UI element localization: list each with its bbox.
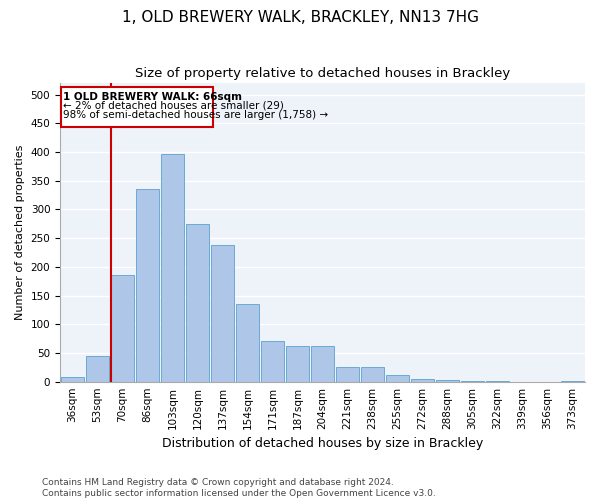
FancyBboxPatch shape xyxy=(61,87,212,128)
Text: Contains HM Land Registry data © Crown copyright and database right 2024.
Contai: Contains HM Land Registry data © Crown c… xyxy=(42,478,436,498)
Bar xyxy=(111,276,134,382)
X-axis label: Distribution of detached houses by size in Brackley: Distribution of detached houses by size … xyxy=(162,437,483,450)
Bar xyxy=(311,346,334,382)
Bar xyxy=(186,224,209,382)
Bar xyxy=(86,356,109,382)
Bar xyxy=(361,368,384,382)
Bar xyxy=(61,377,84,382)
Bar xyxy=(461,381,484,382)
Bar xyxy=(161,154,184,382)
Bar xyxy=(211,245,234,382)
Text: 1, OLD BREWERY WALK, BRACKLEY, NN13 7HG: 1, OLD BREWERY WALK, BRACKLEY, NN13 7HG xyxy=(121,10,479,25)
Bar xyxy=(436,380,459,382)
Text: ← 2% of detached houses are smaller (29): ← 2% of detached houses are smaller (29) xyxy=(63,101,284,111)
Bar xyxy=(386,375,409,382)
Bar xyxy=(286,346,309,382)
Text: 98% of semi-detached houses are larger (1,758) →: 98% of semi-detached houses are larger (… xyxy=(63,110,328,120)
Text: 1 OLD BREWERY WALK: 66sqm: 1 OLD BREWERY WALK: 66sqm xyxy=(63,92,242,102)
Bar xyxy=(336,368,359,382)
Bar xyxy=(136,190,159,382)
Bar xyxy=(486,381,509,382)
Bar xyxy=(411,379,434,382)
Bar xyxy=(561,380,584,382)
Y-axis label: Number of detached properties: Number of detached properties xyxy=(15,144,25,320)
Bar xyxy=(236,304,259,382)
Title: Size of property relative to detached houses in Brackley: Size of property relative to detached ho… xyxy=(135,68,510,80)
Bar xyxy=(261,342,284,382)
